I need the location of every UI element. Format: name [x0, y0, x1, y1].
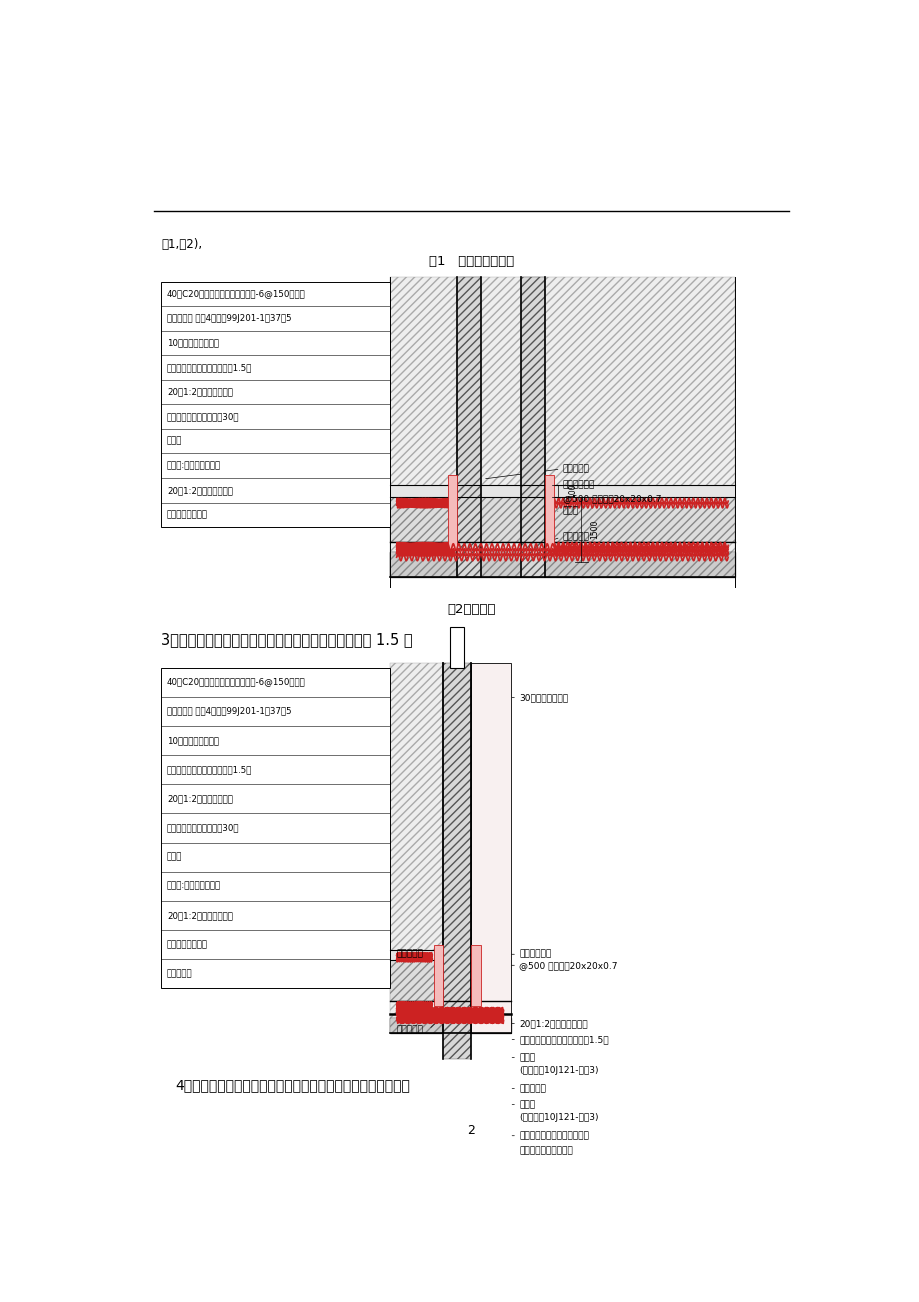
Bar: [161, 281, 389, 527]
Text: 钢筋混凝板: 钢筋混凝板: [518, 1085, 546, 1094]
Bar: [443, 1034, 471, 1059]
Bar: [448, 475, 457, 551]
Text: 防水附加层: 防水附加层: [396, 1025, 423, 1034]
Bar: [389, 950, 443, 961]
Text: 图1   管井出屋面详图: 图1 管井出屋面详图: [428, 255, 514, 268]
Text: 单层铺设合成高分子防水卷材1.5厚: 单层铺设合成高分子防水卷材1.5厚: [518, 1035, 608, 1044]
Bar: [389, 542, 734, 577]
Text: 单层铺设合成高分子防水卷材1.5厚: 单层铺设合成高分子防水卷材1.5厚: [167, 363, 252, 372]
Text: 40厚C20细石混凝土掺防水剂内配-6@150钢筋网: 40厚C20细石混凝土掺防水剂内配-6@150钢筋网: [167, 677, 305, 686]
Text: 10厚石灰砂浆隔离层: 10厚石灰砂浆隔离层: [167, 339, 219, 348]
Text: 单层铺设合成高分子防水卷材1.5厚: 单层铺设合成高分子防水卷材1.5厚: [167, 766, 252, 775]
Text: 密封膏封严: 密封膏封严: [562, 465, 589, 474]
Text: 钢筋混凝土屋面板: 钢筋混凝土屋面板: [167, 510, 208, 519]
Text: 防水附加层: 防水附加层: [562, 533, 589, 542]
Text: (做法详见10J121-附录3): (做法详见10J121-附录3): [518, 1066, 598, 1075]
Bar: [161, 668, 389, 988]
Text: 40厚C20细石混凝土掺防水剂内配-6@150钢筋网: 40厚C20细石混凝土掺防水剂内配-6@150钢筋网: [167, 289, 305, 298]
Text: 水泥钉或射钉: 水泥钉或射钉: [518, 949, 550, 958]
Bar: [389, 552, 734, 577]
Bar: [449, 628, 464, 668]
Text: 密封膏封严: 密封膏封严: [396, 949, 423, 958]
Text: 20厚1:2水泥砂浆找平层: 20厚1:2水泥砂浆找平层: [167, 911, 233, 921]
Text: 100: 100: [567, 484, 576, 499]
Bar: [433, 945, 443, 1006]
Text: 保温层: 保温层: [167, 853, 182, 862]
Text: 外饰面颜色详见立面图: 外饰面颜色详见立面图: [518, 1146, 573, 1155]
Bar: [389, 663, 443, 961]
Text: 防水附加层: 防水附加层: [167, 969, 192, 978]
Text: 3、女儿墙内外保温做法满足设计要求，且高度不小于 1.5 米: 3、女儿墙内外保温做法满足设计要求，且高度不小于 1.5 米: [161, 631, 413, 647]
Text: 4、围护性（非装饰性）透明明框幕墙须采用断桥铝合金框架。: 4、围护性（非装饰性）透明明框幕墙须采用断桥铝合金框架。: [176, 1078, 410, 1092]
Bar: [443, 1034, 471, 1059]
Text: (做法详见10J121-附录3): (做法详见10J121-附录3): [518, 1113, 598, 1122]
Text: 岩棉板: 岩棉板: [562, 506, 578, 516]
Text: 分格缝纵横 间距4米详见99J201-1第37页5: 分格缝纵横 间距4米详见99J201-1第37页5: [167, 314, 291, 323]
Text: 隔汽层:涂配套防水涂料: 隔汽层:涂配套防水涂料: [167, 881, 221, 891]
Text: 隔汽层:涂配套防水涂料: 隔汽层:涂配套防水涂料: [167, 461, 221, 470]
Text: 30厚胶粉聚苯颗粒: 30厚胶粉聚苯颗粒: [518, 693, 568, 702]
Bar: [389, 486, 734, 497]
Bar: [443, 663, 471, 1034]
Bar: [389, 497, 734, 542]
Text: 岩棉板: 岩棉板: [518, 1100, 535, 1109]
Bar: [389, 1001, 510, 1034]
Text: 水泥珍珠岩找坡层最薄处30厚: 水泥珍珠岩找坡层最薄处30厚: [167, 823, 239, 832]
Text: 20厚1:2水泥砂浆找平层: 20厚1:2水泥砂浆找平层: [167, 388, 233, 397]
Text: 2: 2: [467, 1124, 475, 1137]
Text: 1500: 1500: [590, 519, 599, 539]
Text: 水泥珍珠岩找坡层最薄处30厚: 水泥珍珠岩找坡层最薄处30厚: [167, 413, 239, 421]
Text: 20厚1:2水泥砂浆找平层: 20厚1:2水泥砂浆找平层: [167, 486, 233, 495]
Text: 分格缝纵横 间距4米详见99J201-1第37页5: 分格缝纵横 间距4米详见99J201-1第37页5: [167, 707, 291, 716]
Bar: [544, 475, 553, 551]
Text: 20厚1:2水泥砂浆找平层: 20厚1:2水泥砂浆找平层: [518, 1019, 587, 1029]
Text: 水泥钉或射钉: 水泥钉或射钉: [562, 480, 595, 490]
Bar: [457, 276, 481, 577]
Text: 保温层: 保温层: [167, 436, 182, 445]
Bar: [389, 276, 734, 497]
Text: @500 镀锌垫片20x20x0.7: @500 镀锌垫片20x20x0.7: [518, 961, 617, 970]
Bar: [521, 276, 544, 577]
Bar: [389, 961, 510, 1001]
Text: 岩棉板表面精装详见二次装修: 岩棉板表面精装详见二次装修: [518, 1131, 588, 1141]
Text: 岩棉板: 岩棉板: [518, 1053, 535, 1062]
Bar: [471, 945, 481, 1006]
Text: 钢筋混凝土屋面板: 钢筋混凝土屋面板: [167, 940, 208, 949]
Text: 20厚1:2水泥砂浆找平层: 20厚1:2水泥砂浆找平层: [167, 794, 233, 803]
Text: 图2出屋面柱: 图2出屋面柱: [447, 603, 495, 616]
Text: @500 镀锌垫片20x20x0.7: @500 镀锌垫片20x20x0.7: [562, 495, 661, 504]
Bar: [389, 552, 734, 577]
Bar: [471, 663, 510, 1034]
Text: 图1,图2),: 图1,图2),: [161, 238, 202, 251]
Bar: [389, 1018, 510, 1034]
Text: 10厚石灰砂浆隔离层: 10厚石灰砂浆隔离层: [167, 736, 219, 745]
Bar: [389, 1018, 510, 1034]
